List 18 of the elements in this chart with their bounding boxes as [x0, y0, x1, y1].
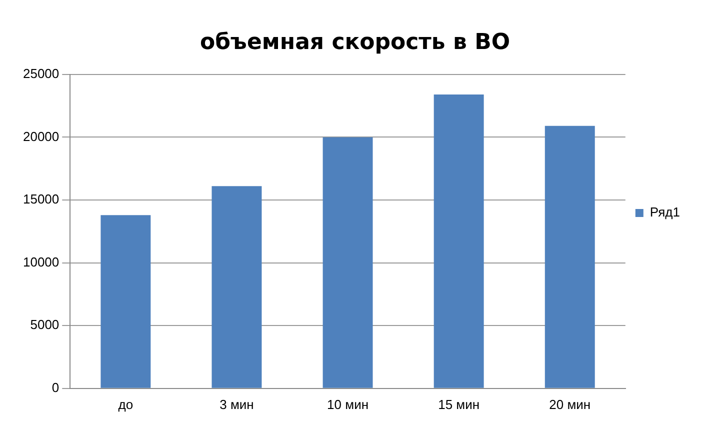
chart-title: объемная скорость в ВО [200, 30, 510, 55]
y-tick-label: 5000 [30, 317, 60, 332]
bar [100, 215, 151, 388]
bar [544, 126, 595, 388]
x-tick-label: 10 мин [327, 396, 369, 412]
y-tick-label: 0 [52, 380, 60, 395]
y-tick-label: 15000 [22, 192, 60, 207]
x-tick-label: 20 мин [549, 396, 591, 412]
x-tick-label: 15 мин [438, 396, 480, 412]
y-tick-label: 20000 [22, 128, 60, 144]
bar [212, 186, 262, 388]
bar [434, 94, 484, 388]
bar [322, 137, 373, 388]
legend-label: Ряд1 [650, 204, 680, 220]
x-tick-label: до [118, 396, 134, 412]
y-tick-label: 10000 [22, 254, 60, 270]
x-tick-label: 3 мин [220, 396, 254, 412]
y-tick-label: 25000 [22, 66, 60, 81]
